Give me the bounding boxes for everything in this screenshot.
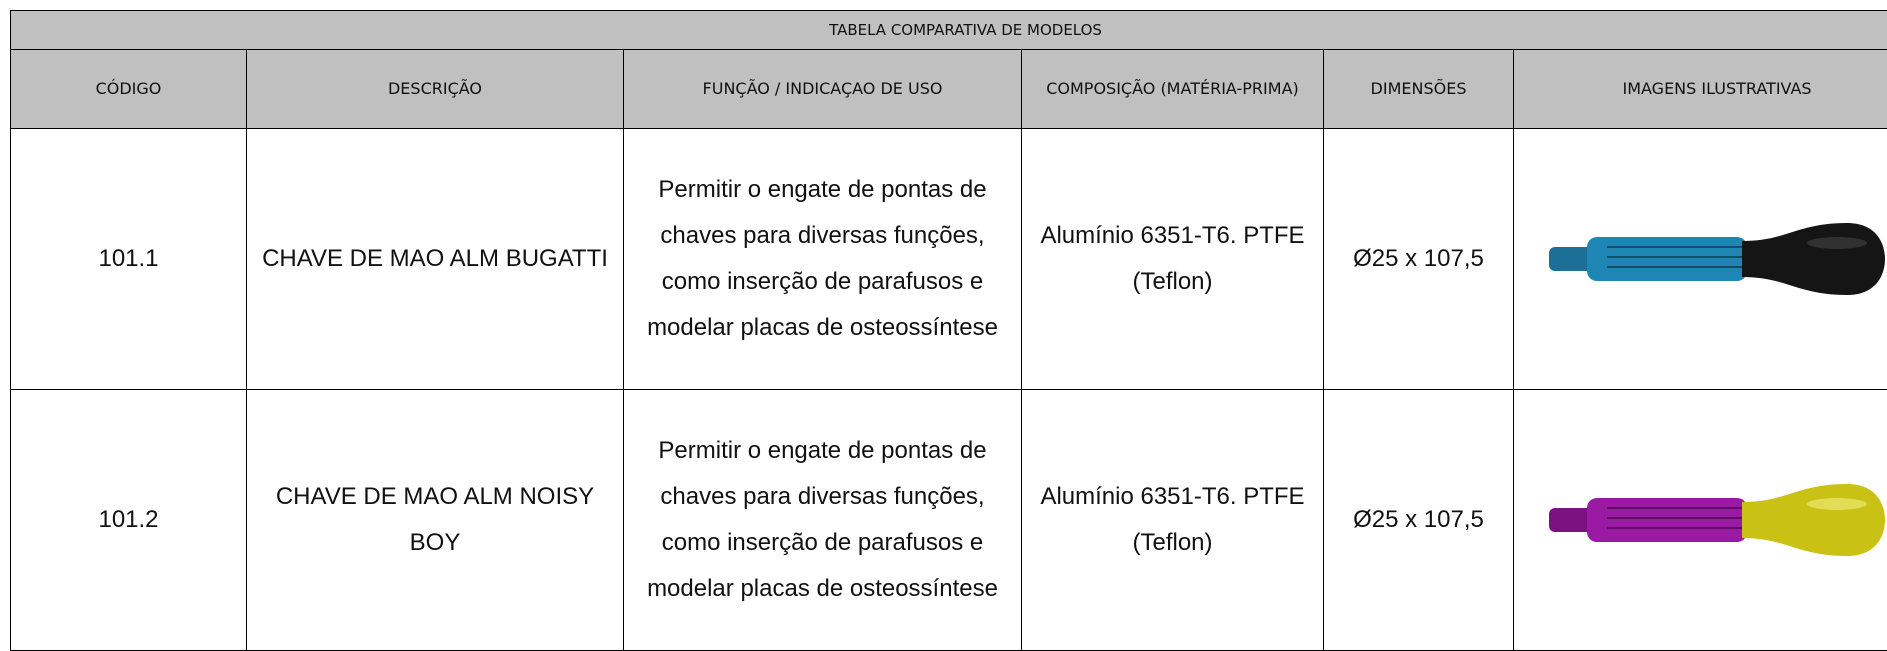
screwdriver-image — [1549, 484, 1886, 556]
code: 101.2 — [10, 389, 247, 651]
function: Permitir o engate de pontas de chaves pa… — [623, 389, 1022, 651]
description: CHAVE DE MAO ALM NOISY BOY — [246, 389, 624, 651]
description: CHAVE DE MAO ALM BUGATTI — [246, 128, 624, 390]
function: Permitir o engate de pontas de chaves pa… — [623, 128, 1022, 390]
column-header: COMPOSIÇÃO (MATÉRIA-PRIMA) — [1021, 49, 1324, 129]
image-cell — [1512, 389, 1887, 651]
composition: Alumínio 6351-T6. PTFE (Teflon) — [1021, 389, 1324, 651]
composition: Alumínio 6351-T6. PTFE (Teflon) — [1021, 128, 1324, 390]
dimensions: Ø25 x 107,5 — [1323, 389, 1514, 651]
column-header: DESCRIÇÃO — [246, 49, 624, 129]
column-header: IMAGENS ILUSTRATIVAS — [1512, 49, 1887, 129]
dimensions: Ø25 x 107,5 — [1323, 128, 1514, 390]
table-title: TABELA COMPARATIVA DE MODELOS — [9, 10, 1887, 50]
screwdriver-image — [1549, 223, 1886, 295]
comparison-table: TABELA COMPARATIVA DE MODELOS CÓDIGO DES… — [9, 10, 1887, 651]
column-header: FUNÇÃO / INDICAÇAO DE USO — [623, 49, 1022, 129]
code: 101.1 — [10, 128, 247, 390]
image-cell — [1512, 128, 1887, 390]
column-header: DIMENSÕES — [1323, 49, 1514, 129]
column-header: CÓDIGO — [10, 49, 247, 129]
